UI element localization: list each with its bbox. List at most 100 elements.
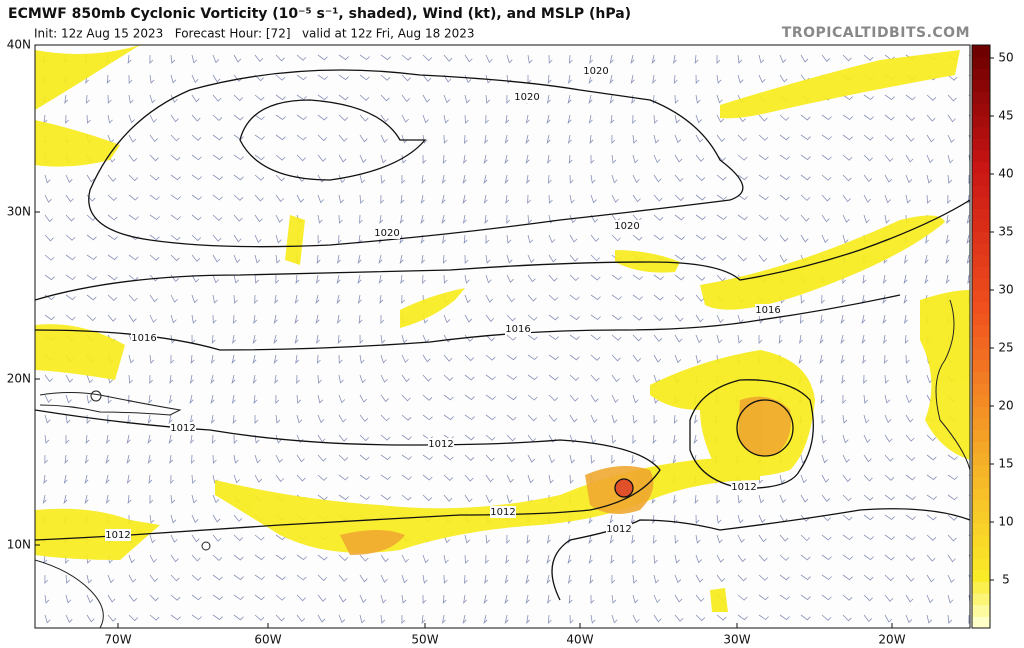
wind-barb — [632, 414, 638, 424]
wind-barb — [212, 614, 223, 621]
isobar-label: 1012 — [606, 524, 631, 535]
wind-barb — [233, 94, 244, 102]
wind-barb — [716, 614, 727, 621]
wind-barb — [926, 614, 933, 624]
wind-barb — [254, 474, 263, 483]
wind-barb — [44, 234, 54, 242]
wind-barb — [674, 294, 685, 301]
wind-barb — [653, 614, 662, 623]
wind-barb — [590, 334, 601, 341]
colorbar-band — [972, 523, 990, 536]
colorbar-band — [972, 546, 990, 559]
wind-barb — [421, 254, 426, 265]
wind-barb — [443, 74, 452, 83]
wind-barb — [191, 94, 200, 103]
wind-barb — [926, 114, 936, 122]
wind-barb — [716, 534, 723, 544]
wind-barb — [44, 254, 55, 261]
wind-barb — [653, 174, 662, 183]
wind-barb — [758, 74, 766, 84]
wind-barb — [86, 574, 93, 584]
wind-barb — [464, 134, 468, 145]
wind-barb — [737, 214, 748, 221]
wind-barb — [170, 134, 180, 142]
colorbar-band — [972, 616, 990, 629]
wind-barb — [212, 74, 221, 83]
colorbar-frame — [971, 44, 991, 629]
wind-barb — [359, 194, 364, 204]
wind-barb — [149, 554, 157, 563]
wind-barb — [128, 194, 139, 201]
wind-barb — [800, 554, 811, 561]
wind-barb — [821, 294, 825, 305]
colorbar-label: 45 — [998, 109, 1013, 123]
wind-barb — [294, 334, 299, 345]
wind-barb — [336, 294, 341, 305]
wind-barb — [273, 314, 278, 325]
wind-barb — [190, 354, 195, 365]
wind-barb — [44, 614, 51, 624]
wind-barb — [338, 474, 349, 481]
wind-barb — [903, 294, 908, 305]
wind-barb — [632, 174, 640, 183]
wind-barb — [443, 494, 453, 502]
wind-barb — [821, 234, 829, 244]
wind-barb — [127, 494, 132, 505]
wind-barb — [317, 54, 328, 61]
colorbar-label: 20 — [998, 399, 1013, 413]
wind-barb — [653, 194, 663, 202]
wind-barb — [926, 474, 937, 481]
wind-barb — [674, 314, 684, 322]
wind-barb — [462, 614, 467, 625]
wind-barb — [632, 154, 639, 164]
wind-barb — [485, 394, 496, 401]
wind-barb — [947, 154, 954, 164]
colorbar-band — [972, 56, 990, 69]
wind-barb — [632, 334, 642, 342]
wind-barb — [359, 174, 366, 184]
wind-barb — [401, 374, 410, 383]
wind-barb — [737, 574, 747, 582]
wind-barb — [611, 174, 618, 184]
wind-barb — [233, 54, 242, 63]
wind-barb — [588, 114, 593, 125]
wind-barb — [779, 494, 787, 504]
wind-barb — [380, 494, 391, 501]
wind-barb — [506, 334, 517, 341]
wind-barb — [359, 414, 369, 422]
wind-barb — [695, 294, 705, 302]
wind-barb — [947, 554, 956, 563]
wind-barb — [254, 414, 259, 424]
wind-barb — [716, 194, 727, 201]
wind-barb — [716, 494, 721, 504]
wind-barb — [758, 494, 765, 504]
wind-barb — [44, 214, 53, 223]
wind-barb — [149, 254, 160, 261]
wind-barb — [758, 614, 769, 621]
wind-barb — [758, 314, 764, 324]
wind-barb — [296, 474, 306, 482]
lon-label: 30W — [723, 633, 750, 647]
wind-barb — [569, 334, 580, 341]
wind-barb — [569, 354, 580, 361]
wind-barb — [315, 314, 320, 325]
wind-barb — [170, 614, 181, 621]
wind-barb — [422, 54, 433, 62]
colorbar-band — [972, 534, 990, 547]
wind-barb — [800, 234, 809, 243]
wind-barb — [233, 534, 244, 542]
wind-barb — [212, 454, 217, 464]
wind-barb — [422, 474, 433, 481]
wind-barb — [695, 614, 706, 622]
wind-barb — [569, 294, 580, 301]
isobar-label-bg — [583, 65, 609, 77]
wind-barb — [548, 314, 559, 321]
wind-barb — [841, 374, 846, 385]
wind-barb — [254, 614, 265, 621]
wind-barb — [401, 414, 412, 421]
wind-barb — [548, 394, 559, 402]
wind-barb — [275, 534, 286, 541]
wind-barb — [443, 454, 454, 461]
isobar-label-bg — [514, 91, 540, 103]
wind-barb — [85, 434, 90, 445]
